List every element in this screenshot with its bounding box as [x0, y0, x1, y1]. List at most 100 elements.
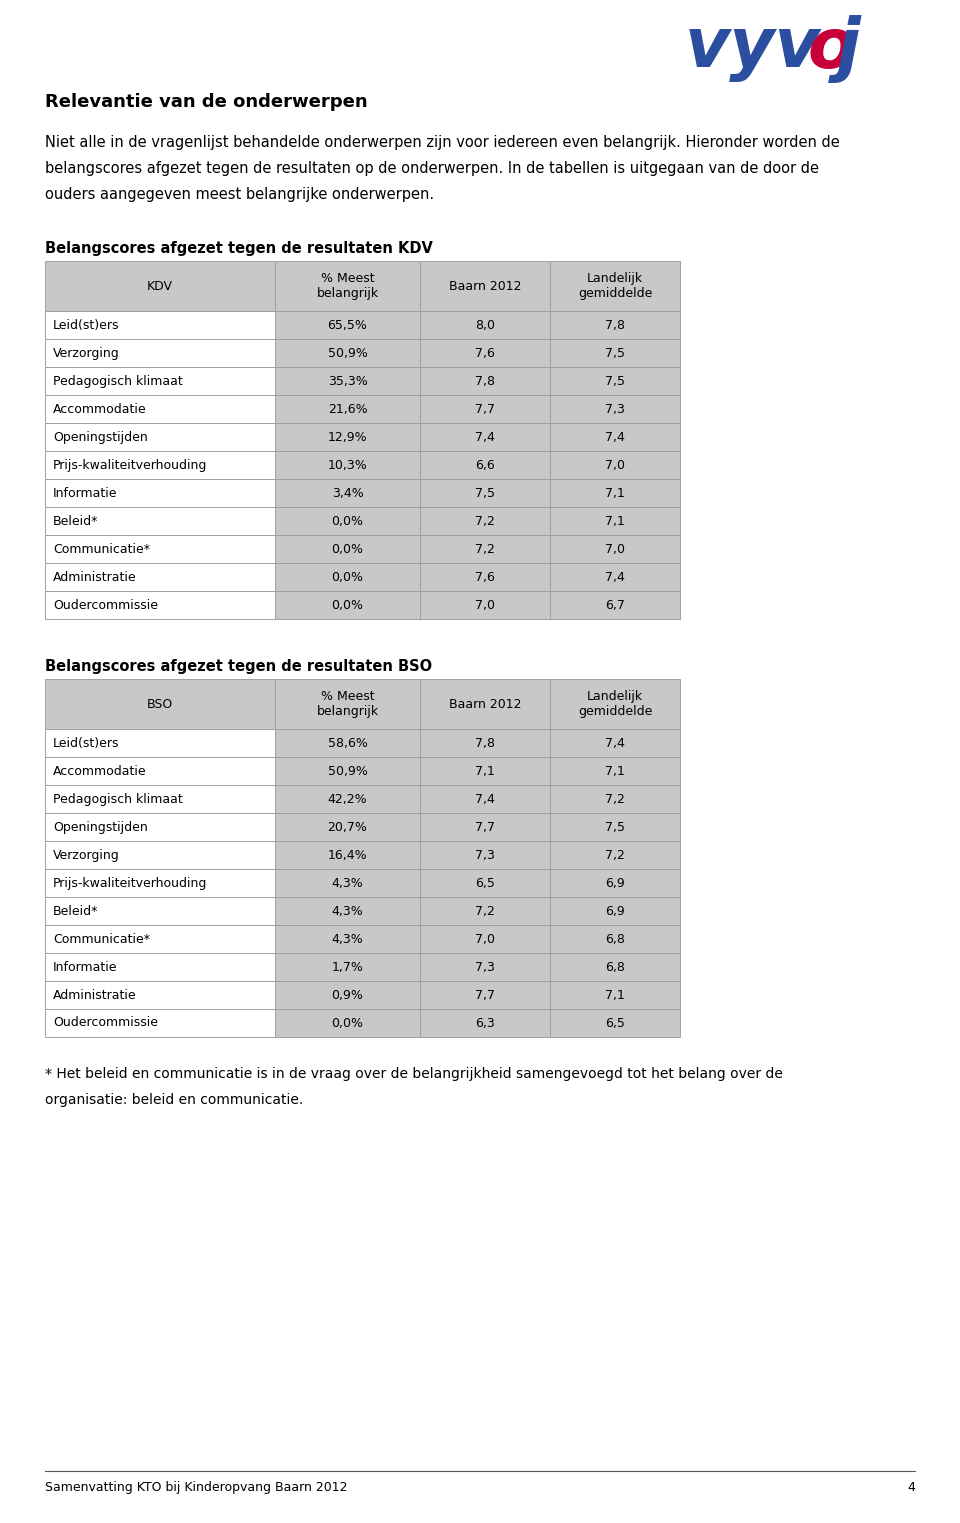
Bar	[45, 535, 275, 564]
Bar	[45, 340, 275, 367]
Bar	[420, 757, 550, 784]
Bar	[275, 813, 420, 841]
Text: Belangscores afgezet tegen de resultaten BSO: Belangscores afgezet tegen de resultaten…	[45, 659, 432, 675]
Bar	[420, 953, 550, 981]
Bar	[275, 784, 420, 813]
Bar	[275, 340, 420, 367]
Bar	[275, 953, 420, 981]
Bar	[420, 981, 550, 1010]
Text: Communicatie*: Communicatie*	[53, 542, 150, 556]
Bar	[45, 924, 275, 953]
Text: BSO: BSO	[147, 698, 173, 711]
Text: 6,3: 6,3	[475, 1016, 494, 1030]
Bar	[275, 564, 420, 591]
Text: Openingstijden: Openingstijden	[53, 821, 148, 833]
Text: 6,5: 6,5	[605, 1016, 625, 1030]
Text: 7,4: 7,4	[475, 431, 495, 443]
Bar	[275, 507, 420, 535]
Text: 65,5%: 65,5%	[327, 318, 368, 332]
Bar	[45, 813, 275, 841]
Bar	[45, 260, 275, 311]
Text: 7,4: 7,4	[605, 431, 625, 443]
Bar	[550, 451, 680, 480]
Bar	[45, 1010, 275, 1037]
Bar	[420, 1010, 550, 1037]
Bar	[550, 897, 680, 924]
Bar	[275, 260, 420, 311]
Bar	[420, 924, 550, 953]
Text: Oudercommissie: Oudercommissie	[53, 1016, 158, 1030]
Text: KDV: KDV	[147, 280, 173, 292]
Bar	[45, 564, 275, 591]
Bar	[45, 784, 275, 813]
Bar	[420, 260, 550, 311]
Text: 10,3%: 10,3%	[327, 458, 368, 472]
Text: Beleid*: Beleid*	[53, 905, 98, 917]
Text: 0,0%: 0,0%	[331, 599, 364, 612]
Text: 7,2: 7,2	[475, 515, 495, 527]
Text: % Meest
belangrijk: % Meest belangrijk	[317, 273, 378, 300]
Text: 0,0%: 0,0%	[331, 515, 364, 527]
Text: 21,6%: 21,6%	[327, 402, 368, 416]
Bar	[275, 757, 420, 784]
Bar	[275, 311, 420, 340]
Bar	[45, 367, 275, 394]
Text: 7,7: 7,7	[475, 821, 495, 833]
Bar	[550, 260, 680, 311]
Bar	[550, 535, 680, 564]
Bar	[45, 679, 275, 730]
Bar	[45, 953, 275, 981]
Text: 7,6: 7,6	[475, 347, 495, 359]
Bar	[550, 394, 680, 423]
Bar	[420, 564, 550, 591]
Text: Samenvatting KTO bij Kinderopvang Baarn 2012: Samenvatting KTO bij Kinderopvang Baarn …	[45, 1480, 348, 1494]
Text: Verzorging: Verzorging	[53, 347, 120, 359]
Text: 7,0: 7,0	[605, 542, 625, 556]
Text: 6,7: 6,7	[605, 599, 625, 612]
Text: 35,3%: 35,3%	[327, 375, 368, 387]
Text: Openingstijden: Openingstijden	[53, 431, 148, 443]
Text: 7,1: 7,1	[605, 515, 625, 527]
Bar	[550, 311, 680, 340]
Text: 3,4%: 3,4%	[331, 486, 364, 500]
Bar	[45, 981, 275, 1010]
Text: 4,3%: 4,3%	[331, 932, 364, 946]
Bar	[420, 451, 550, 480]
Bar	[420, 423, 550, 451]
Text: 50,9%: 50,9%	[327, 347, 368, 359]
Bar	[275, 394, 420, 423]
Bar	[45, 451, 275, 480]
Text: 0,0%: 0,0%	[331, 571, 364, 583]
Text: vyv: vyv	[685, 15, 821, 82]
Bar	[420, 870, 550, 897]
Bar	[550, 480, 680, 507]
Bar	[275, 480, 420, 507]
Bar	[45, 423, 275, 451]
Text: Niet alle in de vragenlijst behandelde onderwerpen zijn voor iedereen even belan: Niet alle in de vragenlijst behandelde o…	[45, 136, 840, 149]
Bar	[45, 730, 275, 757]
Bar	[420, 394, 550, 423]
Text: 7,7: 7,7	[475, 988, 495, 1002]
Bar	[420, 784, 550, 813]
Bar	[275, 423, 420, 451]
Text: 7,0: 7,0	[475, 932, 495, 946]
Text: 7,0: 7,0	[605, 458, 625, 472]
Text: Leid(st)ers: Leid(st)ers	[53, 737, 119, 749]
Bar	[550, 564, 680, 591]
Bar	[275, 730, 420, 757]
Text: 16,4%: 16,4%	[327, 848, 368, 862]
Bar	[550, 591, 680, 618]
Bar	[45, 394, 275, 423]
Text: 6,5: 6,5	[475, 877, 495, 889]
Text: 7,8: 7,8	[475, 375, 495, 387]
Text: 0,0%: 0,0%	[331, 542, 364, 556]
Text: 7,8: 7,8	[605, 318, 625, 332]
Text: 4,3%: 4,3%	[331, 905, 364, 917]
Bar	[550, 507, 680, 535]
Bar	[420, 480, 550, 507]
Text: 7,3: 7,3	[605, 402, 625, 416]
Text: Administratie: Administratie	[53, 571, 136, 583]
Text: Oudercommissie: Oudercommissie	[53, 599, 158, 612]
Text: 7,6: 7,6	[475, 571, 495, 583]
Text: Pedagogisch klimaat: Pedagogisch klimaat	[53, 375, 182, 387]
